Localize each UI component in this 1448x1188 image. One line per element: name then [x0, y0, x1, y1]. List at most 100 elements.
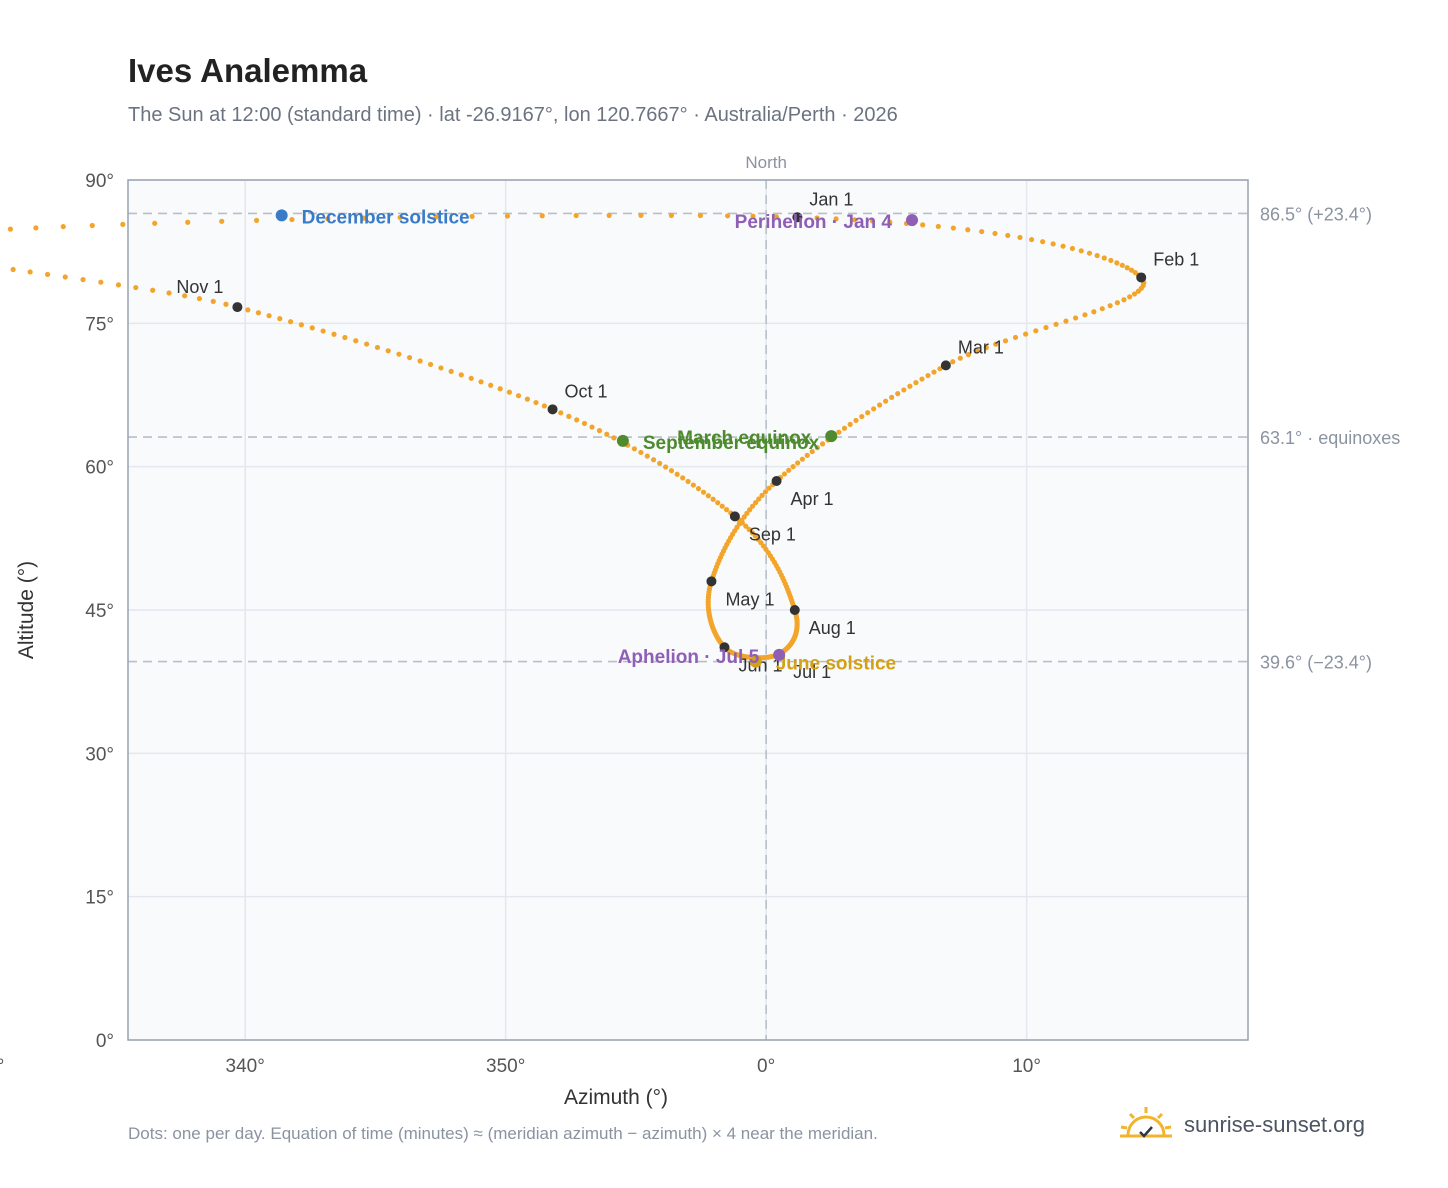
- month-label: Jun 1: [738, 655, 782, 675]
- reference-line-label: 39.6° (−23.4°): [1260, 653, 1372, 673]
- daily-dot: [1002, 338, 1009, 344]
- month-label: Oct 1: [565, 381, 608, 401]
- daily-dot: [1099, 306, 1105, 312]
- daily-dot: [1005, 232, 1011, 239]
- daily-dot: [1063, 318, 1069, 324]
- daily-dot: [781, 471, 788, 477]
- brand[interactable]: sunrise-sunset.org: [1118, 1100, 1365, 1150]
- daily-dot: [1069, 245, 1076, 252]
- daily-dot: [685, 478, 691, 485]
- daily-dot: [1060, 243, 1066, 249]
- daily-dot: [700, 489, 707, 495]
- chart-subtitle: The Sun at 12:00 (standard time) · lat -…: [128, 104, 898, 126]
- daily-dot: [965, 352, 972, 358]
- daily-dot: [7, 226, 13, 232]
- daily-dot: [919, 376, 925, 382]
- daily-dot: [80, 276, 86, 283]
- month-label: Nov 1: [176, 277, 223, 297]
- daily-dot: [1128, 267, 1135, 273]
- daily-dot: [1127, 294, 1133, 300]
- daily-dot: [27, 269, 33, 275]
- month-label: May 1: [725, 589, 774, 609]
- daily-dot: [1078, 248, 1084, 254]
- daily-dot: [993, 341, 999, 347]
- event-marker: [773, 648, 786, 661]
- daily-dot: [596, 428, 603, 434]
- month-label: Mar 1: [958, 337, 1004, 357]
- month-marker: [1136, 272, 1147, 283]
- daily-dot: [836, 429, 842, 435]
- month-label: Aug 1: [809, 618, 856, 638]
- event-label: September equinox: [643, 433, 820, 454]
- daily-dot: [558, 410, 564, 416]
- reference-line-label: 63.1° · equinoxes: [1260, 428, 1400, 448]
- daily-dot: [705, 493, 711, 499]
- daily-dot: [695, 486, 702, 492]
- daily-dot: [44, 271, 51, 278]
- daily-dot: [33, 225, 39, 231]
- daily-dot: [320, 328, 326, 334]
- event-label: Aphelion · Jul 5: [618, 647, 760, 668]
- daily-dot: [719, 503, 725, 509]
- daily-dot: [657, 460, 663, 466]
- daily-dot: [931, 369, 937, 375]
- daily-dot: [809, 448, 815, 455]
- chart-footnote: Dots: one per day. Equation of time (min…: [128, 1124, 878, 1143]
- daily-dot: [935, 223, 941, 230]
- event-marker: [825, 430, 838, 443]
- daily-dot: [833, 216, 839, 222]
- daily-dot: [1040, 239, 1046, 245]
- daily-dot: [680, 475, 686, 481]
- daily-dot: [133, 284, 139, 291]
- daily-dot: [746, 526, 752, 533]
- daily-dot: [438, 365, 444, 371]
- daily-dot: [152, 220, 158, 226]
- daily-dot: [277, 316, 283, 322]
- daily-dot: [604, 431, 610, 437]
- daily-dot: [185, 219, 191, 225]
- daily-dot: [515, 393, 522, 399]
- x-tick-label: 350°: [486, 1056, 525, 1077]
- month-marker: [232, 302, 243, 313]
- daily-dot: [638, 449, 644, 456]
- daily-dot: [1114, 260, 1120, 266]
- daily-dot: [762, 489, 769, 495]
- daily-dot: [1082, 312, 1088, 318]
- brand-name: sunrise-sunset.org: [1184, 1112, 1365, 1137]
- daily-dot: [427, 361, 434, 368]
- daily-dot: [1017, 234, 1023, 241]
- daily-dot: [62, 274, 68, 280]
- daily-dot: [883, 398, 889, 404]
- daily-dot: [786, 467, 792, 473]
- daily-dot: [889, 394, 895, 400]
- daily-dot: [759, 492, 765, 499]
- daily-dot: [1094, 252, 1100, 259]
- daily-dot: [98, 279, 104, 285]
- daily-dot: [853, 417, 859, 424]
- daily-dot: [433, 214, 439, 220]
- y-tick-label: 90°: [85, 171, 114, 192]
- daily-dot: [497, 386, 503, 392]
- event-label: March equinox: [677, 428, 812, 449]
- y-axis-title: Altitude (°): [15, 561, 38, 659]
- daily-dot: [913, 380, 919, 386]
- daily-dot: [871, 406, 877, 412]
- daily-dot: [847, 421, 853, 427]
- daily-dot: [650, 457, 657, 463]
- daily-dot: [210, 298, 216, 304]
- daily-dot: [851, 217, 858, 223]
- daily-dot: [1124, 265, 1130, 271]
- daily-dot: [606, 212, 612, 218]
- daily-dot: [539, 213, 545, 219]
- daily-dot: [752, 533, 758, 539]
- daily-dot: [715, 500, 721, 506]
- daily-dot: [1033, 328, 1039, 334]
- daily-dot: [819, 441, 826, 447]
- month-marker: [547, 404, 558, 415]
- daily-dot: [1043, 324, 1049, 331]
- daily-dot: [814, 445, 820, 451]
- daily-dot: [266, 313, 272, 319]
- daily-dot: [749, 530, 755, 536]
- daily-dot: [992, 230, 998, 237]
- month-label: Jul 1: [793, 662, 831, 682]
